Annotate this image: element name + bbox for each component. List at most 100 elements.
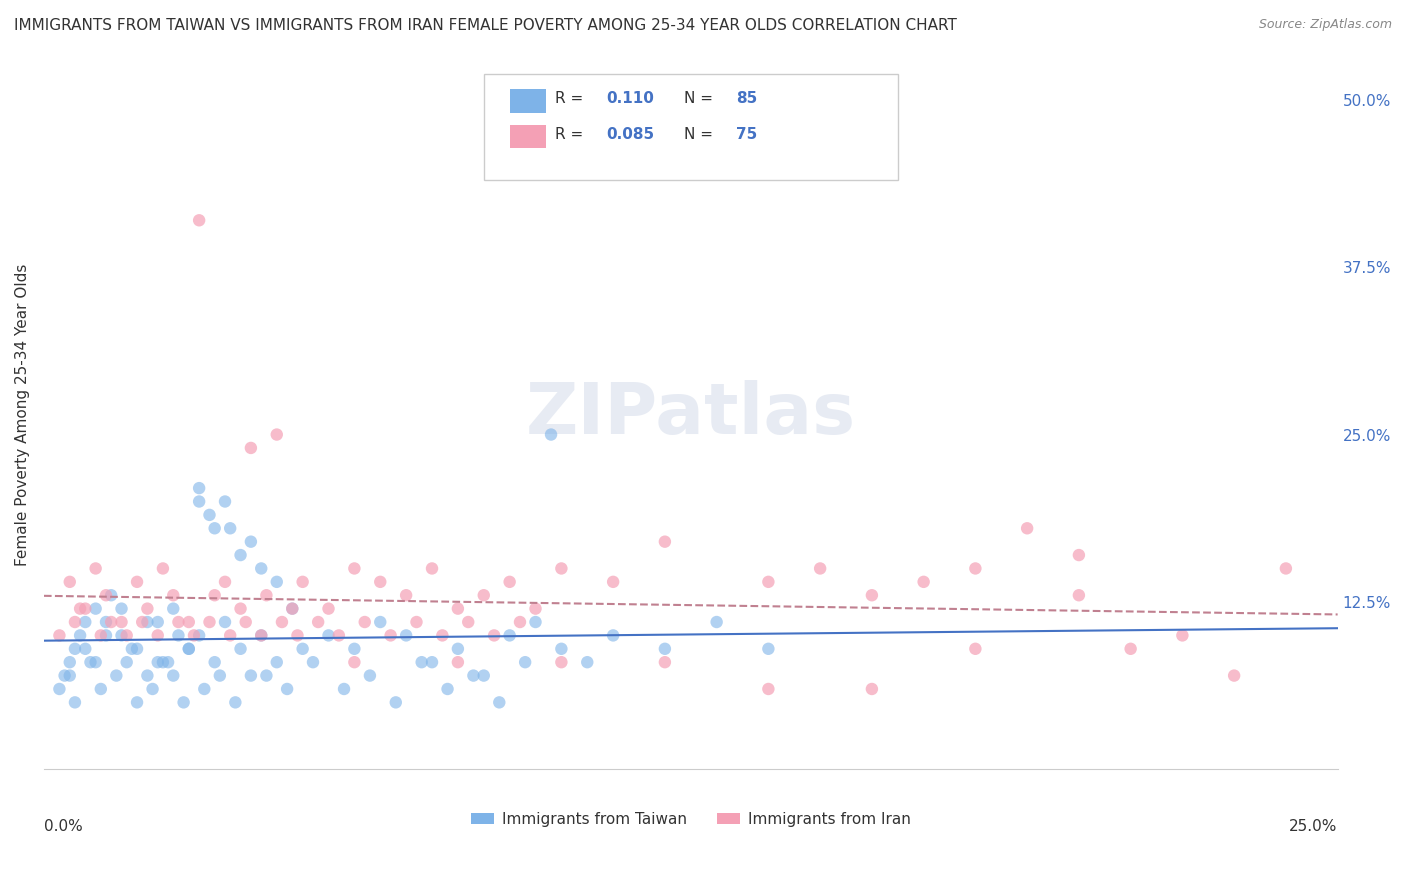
- Point: [162, 668, 184, 682]
- Point: [188, 481, 211, 495]
- Point: [219, 521, 242, 535]
- Text: N =: N =: [685, 91, 718, 106]
- Point: [472, 668, 495, 682]
- Point: [359, 668, 381, 682]
- Point: [75, 615, 97, 629]
- Point: [157, 655, 180, 669]
- Text: Source: ZipAtlas.com: Source: ZipAtlas.com: [1258, 18, 1392, 31]
- Point: [177, 615, 200, 629]
- Text: R =: R =: [555, 91, 588, 106]
- Point: [436, 681, 458, 696]
- Point: [214, 615, 236, 629]
- Point: [188, 494, 211, 508]
- Point: [576, 655, 599, 669]
- Point: [84, 655, 107, 669]
- Point: [318, 628, 340, 642]
- Point: [136, 601, 159, 615]
- Point: [860, 681, 883, 696]
- Point: [758, 681, 780, 696]
- Point: [420, 561, 443, 575]
- Point: [368, 615, 391, 629]
- Point: [808, 561, 831, 575]
- Point: [550, 561, 572, 575]
- Point: [302, 655, 325, 669]
- Point: [100, 588, 122, 602]
- Point: [457, 615, 479, 629]
- Point: [48, 628, 70, 642]
- Point: [540, 427, 562, 442]
- Point: [307, 615, 329, 629]
- Point: [266, 655, 288, 669]
- Point: [291, 574, 314, 589]
- Point: [183, 628, 205, 642]
- Point: [142, 681, 165, 696]
- Point: [125, 641, 148, 656]
- Point: [602, 574, 624, 589]
- Point: [1017, 521, 1039, 535]
- Point: [90, 628, 112, 642]
- Point: [860, 588, 883, 602]
- Point: [447, 601, 470, 615]
- Point: [384, 695, 406, 709]
- Point: [447, 655, 470, 669]
- Point: [69, 628, 91, 642]
- Point: [188, 628, 211, 642]
- Point: [291, 641, 314, 656]
- Point: [59, 574, 82, 589]
- Point: [146, 655, 169, 669]
- Point: [229, 641, 252, 656]
- Legend: Immigrants from Taiwan, Immigrants from Iran: Immigrants from Taiwan, Immigrants from …: [465, 805, 917, 832]
- Point: [654, 641, 676, 656]
- Point: [214, 494, 236, 508]
- Point: [136, 668, 159, 682]
- Point: [167, 628, 190, 642]
- Point: [115, 655, 138, 669]
- Point: [276, 681, 298, 696]
- Point: [328, 628, 350, 642]
- Point: [229, 548, 252, 562]
- Text: IMMIGRANTS FROM TAIWAN VS IMMIGRANTS FROM IRAN FEMALE POVERTY AMONG 25-34 YEAR O: IMMIGRANTS FROM TAIWAN VS IMMIGRANTS FRO…: [14, 18, 957, 33]
- Point: [654, 655, 676, 669]
- Text: 0.0%: 0.0%: [44, 819, 83, 834]
- Point: [69, 601, 91, 615]
- Point: [63, 641, 86, 656]
- Point: [84, 561, 107, 575]
- Point: [204, 521, 226, 535]
- Point: [965, 561, 987, 575]
- Point: [214, 574, 236, 589]
- Point: [405, 615, 427, 629]
- Point: [75, 601, 97, 615]
- Point: [472, 588, 495, 602]
- Point: [146, 615, 169, 629]
- Point: [353, 615, 375, 629]
- Point: [84, 601, 107, 615]
- Point: [654, 534, 676, 549]
- Point: [912, 574, 935, 589]
- Point: [48, 681, 70, 696]
- Point: [318, 601, 340, 615]
- Point: [965, 641, 987, 656]
- Point: [706, 615, 728, 629]
- Text: 25.0%: 25.0%: [1289, 819, 1337, 834]
- Point: [115, 628, 138, 642]
- Point: [53, 668, 76, 682]
- Point: [204, 655, 226, 669]
- Point: [254, 588, 277, 602]
- Point: [488, 695, 510, 709]
- Point: [250, 628, 273, 642]
- Point: [235, 615, 257, 629]
- Point: [271, 615, 294, 629]
- Point: [287, 628, 309, 642]
- Point: [188, 213, 211, 227]
- Point: [758, 641, 780, 656]
- Point: [498, 574, 520, 589]
- Point: [136, 615, 159, 629]
- Point: [79, 655, 101, 669]
- Point: [380, 628, 402, 642]
- Point: [758, 574, 780, 589]
- Point: [162, 601, 184, 615]
- Point: [152, 655, 174, 669]
- Point: [110, 615, 132, 629]
- Point: [602, 628, 624, 642]
- Point: [1171, 628, 1194, 642]
